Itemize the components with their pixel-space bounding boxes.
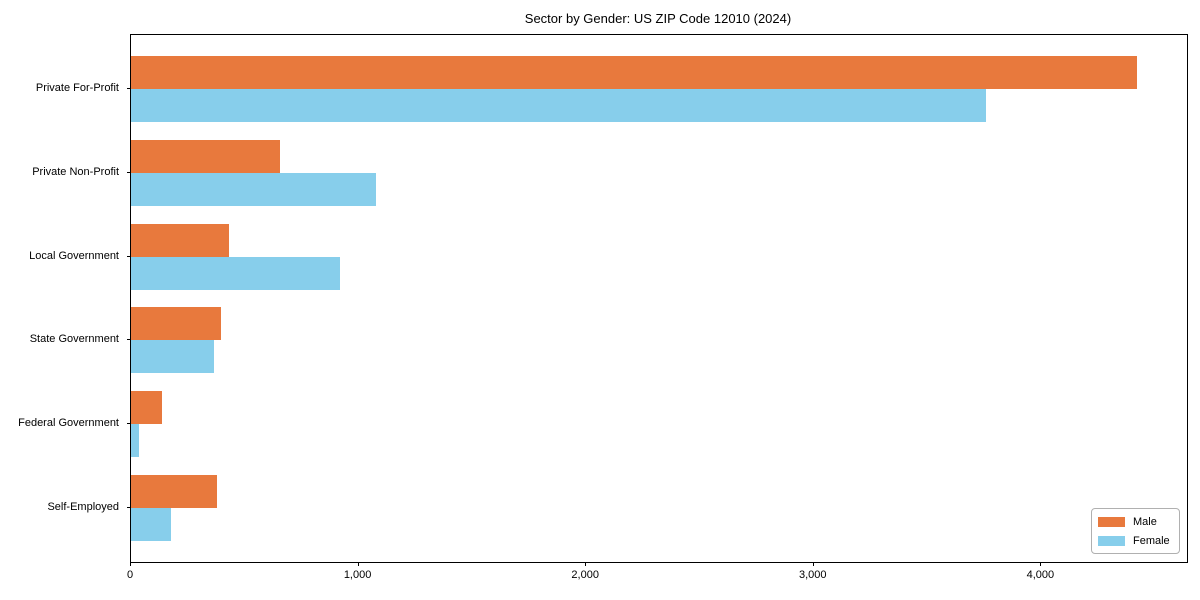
legend-item-female: Female [1098, 533, 1172, 549]
xtick-label: 3,000 [798, 569, 827, 581]
xtick-mark [812, 562, 814, 566]
legend-item-male: Male [1098, 514, 1172, 530]
ytick-label: Self-Employed [47, 501, 119, 513]
xtick-label: 0 [126, 569, 134, 581]
legend-swatch-female-icon [1098, 536, 1125, 546]
legend-label-female: Female [1133, 535, 1170, 547]
bar-male-private-non-profit [131, 139, 281, 173]
ytick-label: State Government [29, 333, 119, 346]
bar-female-self-employed [131, 508, 171, 541]
ytick-label: Private Non-Profit [32, 165, 119, 178]
ytick-mark [127, 507, 131, 508]
plot-area [130, 34, 1188, 563]
bar-male-federal-government [131, 391, 162, 425]
bar-female-private-for-profit [131, 89, 986, 122]
xtick-label: 4,000 [1026, 569, 1055, 581]
legend-swatch-male-icon [1098, 517, 1125, 527]
bar-male-state-government [131, 307, 221, 341]
legend-label-male: Male [1133, 516, 1157, 528]
xtick-label: 1,000 [343, 569, 372, 581]
ytick-label: Private For-Profit [35, 82, 119, 94]
legend: Male Female [1091, 508, 1180, 554]
xtick-mark [357, 562, 359, 566]
ytick-mark [127, 339, 131, 341]
ytick-mark [127, 171, 131, 173]
ytick-label: Federal Government [18, 417, 119, 430]
ytick-mark [127, 88, 131, 89]
xtick-mark [1040, 562, 1042, 566]
bar-male-self-employed [131, 475, 218, 508]
bar-female-state-government [131, 340, 215, 374]
bar-female-federal-government [131, 424, 140, 458]
bar-male-private-for-profit [131, 56, 1137, 89]
ytick-mark [127, 423, 131, 425]
xtick-mark [585, 562, 587, 566]
chart-title: Sector by Gender: US ZIP Code 12010 (202… [524, 11, 792, 26]
ytick-label: Local Government [29, 249, 119, 262]
bar-female-private-non-profit [131, 172, 376, 206]
xtick-mark [130, 562, 131, 566]
bar-female-local-government [131, 256, 341, 290]
xtick-label: 2,000 [571, 569, 599, 581]
ytick-mark [127, 255, 131, 257]
bar-male-local-government [131, 223, 229, 257]
